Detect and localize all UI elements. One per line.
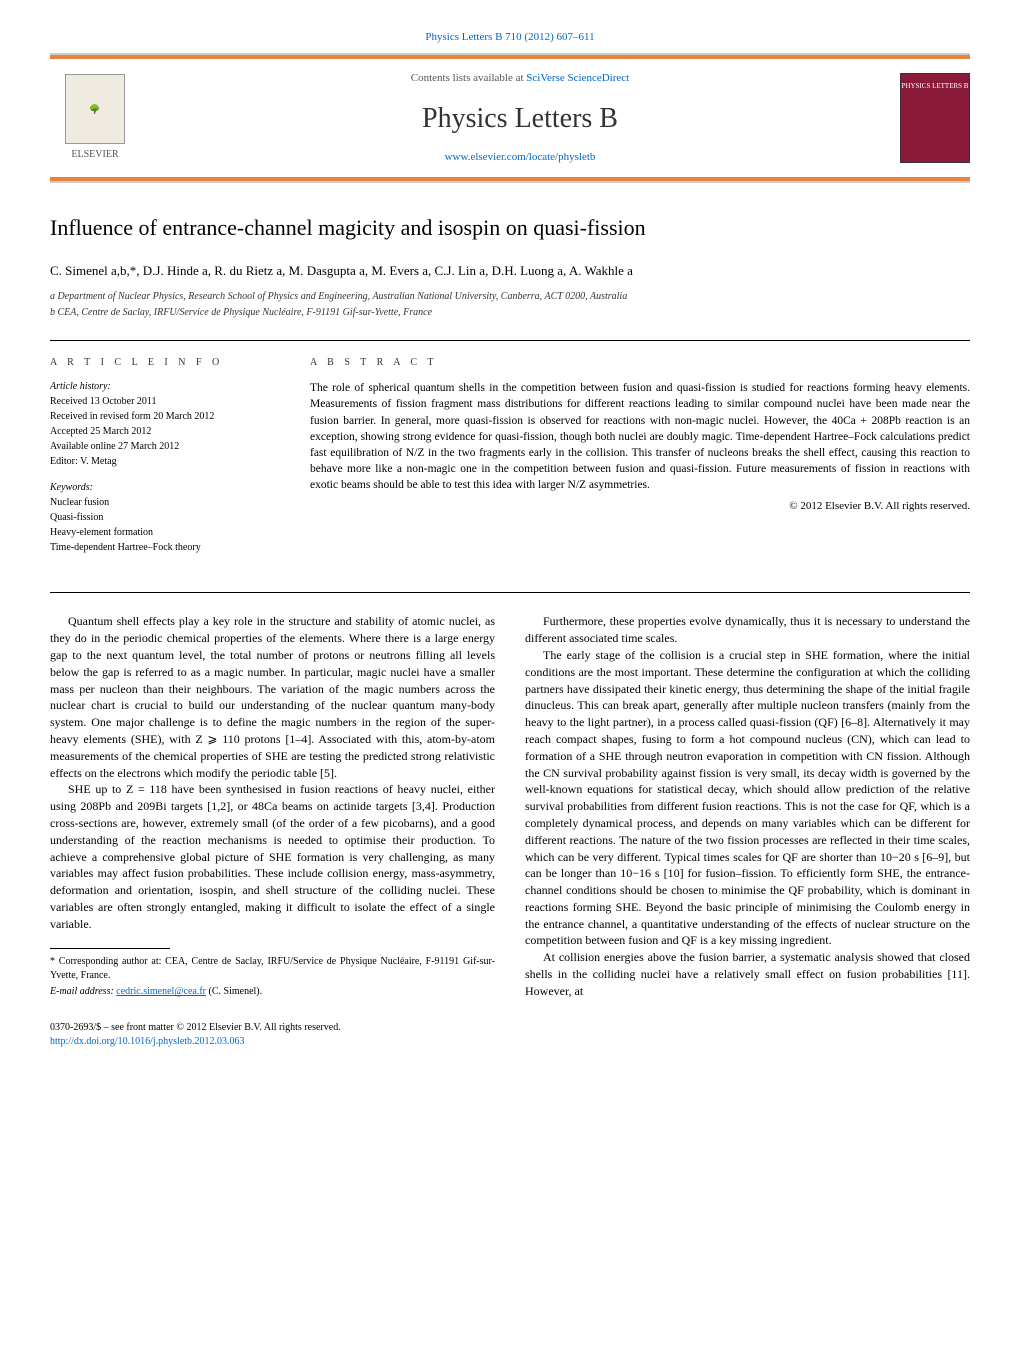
abstract-text: The role of spherical quantum shells in … (310, 380, 970, 493)
keyword-item: Quasi-fission (50, 511, 280, 525)
body-paragraph: The early stage of the collision is a cr… (525, 647, 970, 949)
footer: 0370-2693/$ – see front matter © 2012 El… (50, 1021, 970, 1049)
footer-issn-line: 0370-2693/$ – see front matter © 2012 El… (50, 1021, 341, 1035)
divider-top (50, 340, 970, 341)
affiliation-b: b CEA, Centre de Saclay, IRFU/Service de… (50, 306, 970, 320)
email-author: (C. Simenel). (206, 986, 262, 997)
abstract-copyright: © 2012 Elsevier B.V. All rights reserved… (310, 499, 970, 514)
body-paragraph: Quantum shell effects play a key role in… (50, 613, 495, 781)
authors-line: C. Simenel a,b,*, D.J. Hinde a, R. du Ri… (50, 262, 970, 280)
affiliation-a: a Department of Nuclear Physics, Researc… (50, 290, 970, 304)
divider-bottom (50, 592, 970, 593)
orange-bar-bottom (50, 177, 970, 181)
contents-line: Contents lists available at SciVerse Sci… (140, 71, 900, 86)
elsevier-tree-icon: 🌳 (65, 74, 125, 144)
abstract-block: A B S T R A C T The role of spherical qu… (310, 356, 970, 567)
journal-url[interactable]: www.elsevier.com/locate/physletb (140, 150, 900, 165)
elsevier-label: ELSEVIER (71, 148, 118, 162)
article-info-heading: A R T I C L E I N F O (50, 356, 280, 370)
history-item: Accepted 25 March 2012 (50, 425, 280, 439)
keyword-item: Nuclear fusion (50, 496, 280, 510)
keywords-label: Keywords: (50, 481, 280, 495)
history-item: Available online 27 March 2012 (50, 440, 280, 454)
elsevier-logo: 🌳 ELSEVIER (50, 74, 140, 162)
footnote-separator (50, 948, 170, 949)
journal-cover-thumb: PHYSICS LETTERS B (900, 73, 970, 163)
doi-link[interactable]: http://dx.doi.org/10.1016/j.physletb.201… (50, 1036, 245, 1047)
keyword-item: Time-dependent Hartree–Fock theory (50, 541, 280, 555)
article-info-block: A R T I C L E I N F O Article history: R… (50, 356, 280, 567)
contents-prefix: Contents lists available at (411, 72, 526, 84)
email-label: E-mail address: (50, 986, 116, 997)
footnotes: * Corresponding author at: CEA, Centre d… (50, 955, 495, 999)
body-right-column: Furthermore, these properties evolve dyn… (525, 613, 970, 1001)
history-item: Editor: V. Metag (50, 455, 280, 469)
keyword-item: Heavy-element formation (50, 526, 280, 540)
body-paragraph: Furthermore, these properties evolve dyn… (525, 613, 970, 647)
history-item: Received in revised form 20 March 2012 (50, 410, 280, 424)
body-paragraph: At collision energies above the fusion b… (525, 949, 970, 999)
journal-ref: Physics Letters B 710 (2012) 607–611 (50, 30, 970, 45)
header-box: 🌳 ELSEVIER Contents lists available at S… (50, 53, 970, 183)
history-item: Received 13 October 2011 (50, 395, 280, 409)
corresponding-author-note: * Corresponding author at: CEA, Centre d… (50, 955, 495, 983)
body-left-column: Quantum shell effects play a key role in… (50, 613, 495, 1001)
history-label: Article history: (50, 380, 280, 394)
sciencedirect-link[interactable]: SciVerse ScienceDirect (526, 72, 629, 84)
article-title: Influence of entrance-channel magicity a… (50, 213, 970, 244)
affiliations: a Department of Nuclear Physics, Researc… (50, 290, 970, 320)
author-email-link[interactable]: cedric.simenel@cea.fr (116, 986, 206, 997)
body-paragraph: SHE up to Z = 118 have been synthesised … (50, 781, 495, 932)
journal-name: Physics Letters B (140, 99, 900, 138)
abstract-heading: A B S T R A C T (310, 356, 970, 370)
email-line: E-mail address: cedric.simenel@cea.fr (C… (50, 985, 495, 999)
